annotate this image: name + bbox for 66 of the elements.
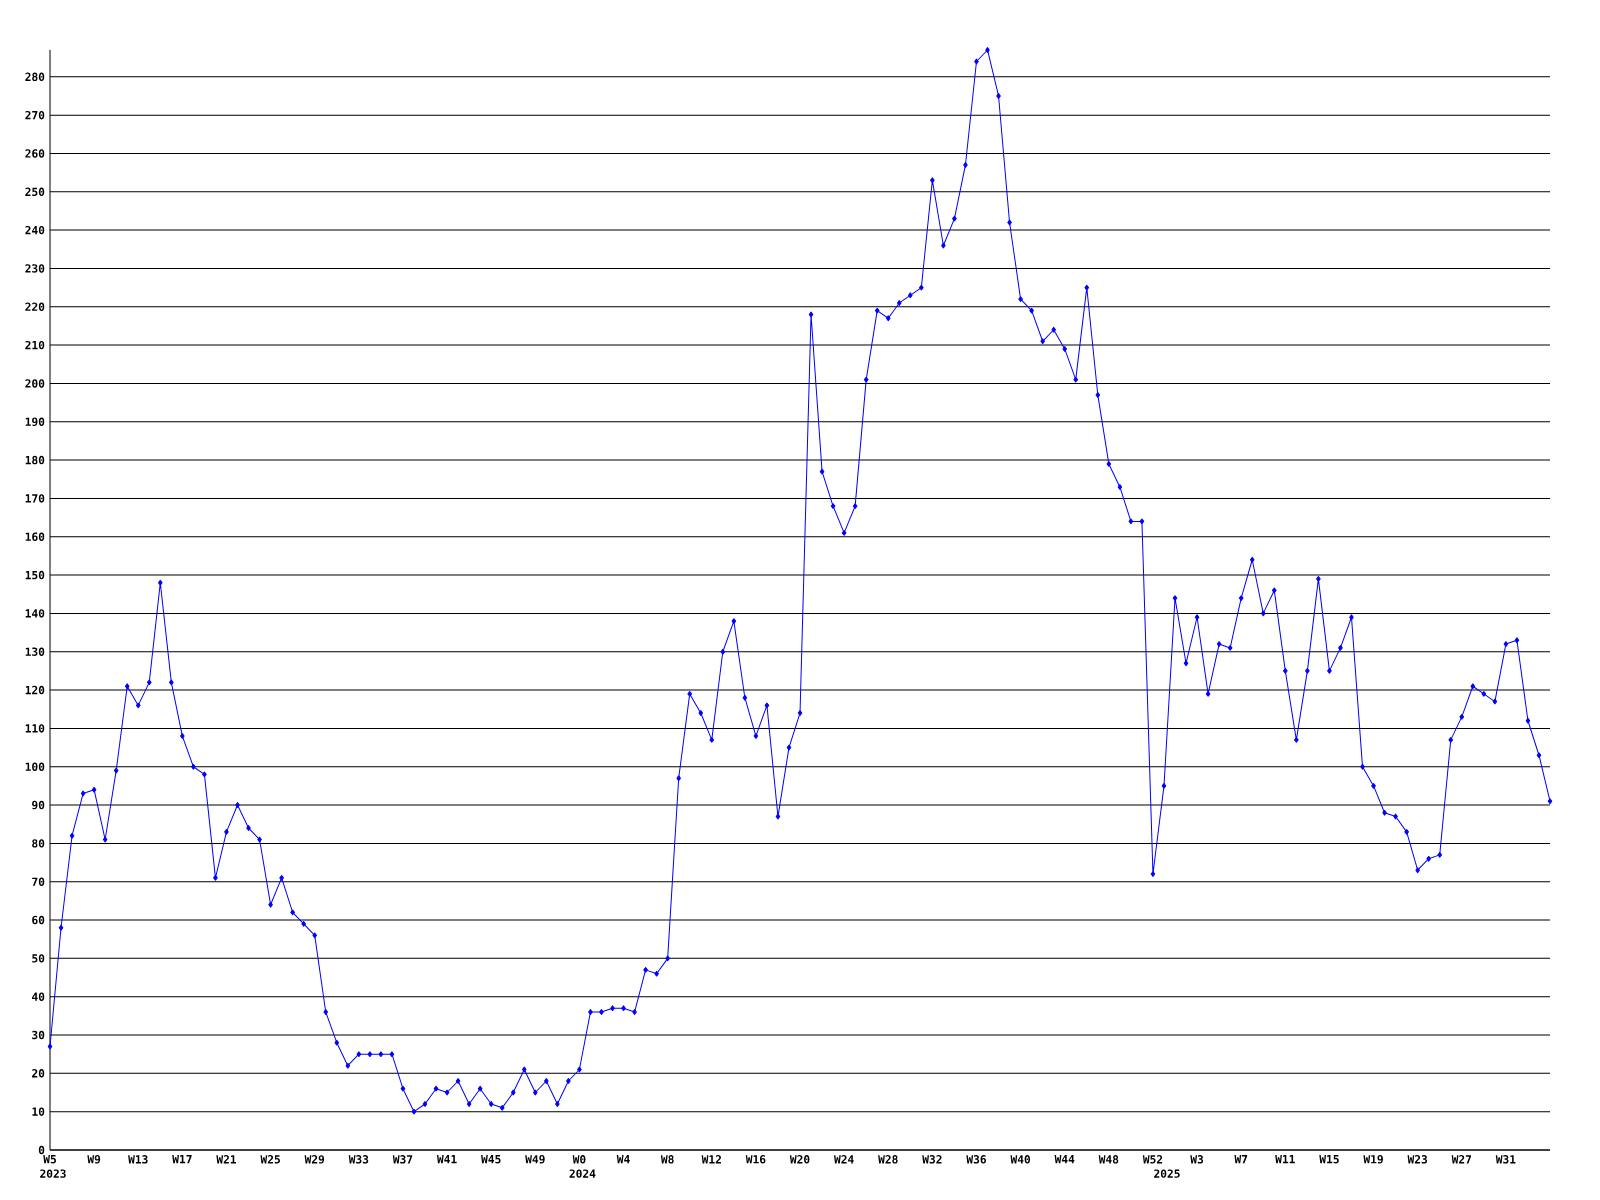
y-tick-label: 280	[25, 72, 45, 82]
x-tick-label: W41	[436, 1155, 457, 1164]
y-tick-label: 160	[25, 532, 45, 541]
x-tick-label: W3	[1190, 1155, 1204, 1164]
text: 2024	[569, 1169, 596, 1178]
x-tick-label: W36	[966, 1155, 986, 1164]
x-tick-label: W28	[878, 1155, 898, 1164]
x-tick-label: W45	[481, 1155, 501, 1164]
x-tick-label: W52	[1142, 1155, 1163, 1164]
x-tick-label: W37	[392, 1155, 413, 1164]
y-tick-label: 240	[25, 225, 45, 235]
y-tick-label: 140	[25, 609, 45, 618]
x-tick-label: W33	[348, 1155, 369, 1164]
x-tick-label: W32	[922, 1155, 942, 1164]
x-tick-label: W48	[1098, 1155, 1119, 1164]
x-tick-label: W13	[128, 1155, 148, 1164]
y-tick-label: 90	[32, 800, 45, 810]
x-tick-label: W5	[43, 1155, 56, 1164]
y-tick-label: 60	[32, 915, 45, 925]
y-tick-label: 270	[25, 110, 45, 120]
y-tick-label: 120	[25, 685, 45, 695]
y-tick-label: 40	[32, 992, 45, 1001]
x-tick-label: W4	[616, 1155, 630, 1164]
x-tick-label: W40	[1010, 1155, 1031, 1164]
x-tick-label: W8	[660, 1155, 674, 1164]
y-tick-label: 30	[32, 1030, 45, 1040]
x-tick-label: W20	[789, 1155, 810, 1164]
y-tick-label: 220	[25, 302, 45, 312]
x-tick-label: W21	[216, 1155, 237, 1164]
x-tick-label: W15	[1319, 1155, 1339, 1164]
x-tick-label: W44	[1054, 1155, 1075, 1164]
x-tick-label: W49	[525, 1155, 545, 1164]
y-tick-label: 50	[32, 954, 45, 963]
text: 2025	[1154, 1169, 1180, 1178]
y-tick-label: 110	[25, 724, 45, 733]
x-tick-label: W12	[701, 1155, 721, 1164]
y-tick-label: 80	[32, 839, 45, 848]
x-tick-label: W19	[1363, 1155, 1383, 1164]
y-tick-label: 0	[38, 1145, 45, 1155]
y-tick-label: 210	[25, 340, 45, 350]
x-tick-label: W23	[1407, 1155, 1428, 1164]
x-tick-label: W29	[304, 1155, 325, 1164]
y-tick-label: 260	[25, 149, 45, 158]
x-tick-label: W16	[745, 1155, 766, 1164]
x-tick-label: W0	[572, 1155, 586, 1164]
y-tick-label: 10	[32, 1107, 45, 1116]
x-tick-label: W24	[834, 1155, 854, 1164]
y-tick-label: 200	[25, 379, 45, 388]
x-tick-label: W27	[1451, 1155, 1472, 1164]
x-tick-label: W9	[87, 1155, 101, 1164]
x-tick-label: W25	[260, 1155, 280, 1164]
x-tick-label: W11	[1275, 1155, 1295, 1164]
y-tick-label: 100	[25, 762, 45, 771]
y-tick-label: 20	[32, 1069, 45, 1078]
y-tick-label: 70	[32, 877, 45, 886]
x-tick-label: W7	[1234, 1155, 1248, 1164]
y-tick-label: 230	[25, 264, 45, 273]
x-tick-label: W31	[1495, 1155, 1516, 1164]
y-tick-label: 150	[25, 570, 45, 580]
x-tick-label: W17	[172, 1155, 192, 1164]
y-tick-label: 250	[25, 187, 45, 197]
y-tick-label: 190	[25, 417, 45, 427]
y-tick-label: 180	[25, 455, 45, 465]
y-tick-label: 130	[25, 647, 45, 656]
text: 2023	[40, 1169, 66, 1178]
y-tick-label: 170	[25, 494, 45, 503]
